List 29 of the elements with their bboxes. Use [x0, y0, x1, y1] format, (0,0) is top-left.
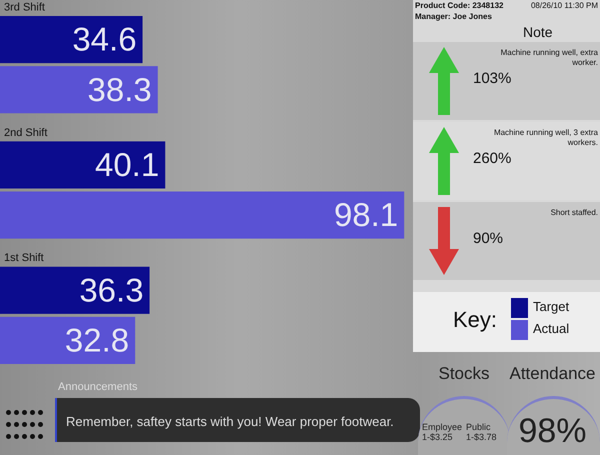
text: 08/26/10 11:30 PM: [530, 1, 598, 10]
data-label: 38.3: [88, 70, 152, 108]
text: 260%: [473, 150, 512, 167]
text: Announcements: [58, 381, 138, 393]
text: Attendance: [508, 364, 596, 384]
text: 90%: [473, 230, 504, 247]
data-label: 32.8: [64, 321, 130, 358]
text: Stocks: [437, 364, 491, 384]
y-tick-label: 1st Shift: [4, 252, 44, 264]
text: Machine running well, 3 extra workers.: [492, 128, 598, 148]
y-tick-label: 2nd Shift: [4, 126, 48, 139]
legend-label: Target: [533, 299, 570, 314]
text: Product Code: 2348132: [415, 1, 504, 10]
data-label: 40.1: [94, 146, 160, 184]
data-label: 98.1: [334, 196, 398, 234]
text: Note: [523, 24, 553, 40]
text: Manager: Joe Jones: [415, 12, 492, 21]
text: Public 1-$3.78: [466, 422, 498, 442]
text: Machine running well, extra worker.: [500, 48, 598, 68]
legend-label: Actual: [533, 321, 570, 336]
legend-title: Key:: [453, 307, 498, 332]
data-label: 36.3: [79, 271, 144, 308]
text: Short staffed.: [550, 208, 598, 218]
text: 103%: [473, 70, 512, 87]
text: Remember, saftey starts with you! Wear proper footwear.: [66, 414, 394, 429]
data-label: 34.6: [72, 20, 137, 58]
text: Employee 1-$3.25: [422, 422, 462, 442]
y-tick-label: 3rd Shift: [4, 2, 45, 14]
text: 98%: [517, 412, 588, 451]
